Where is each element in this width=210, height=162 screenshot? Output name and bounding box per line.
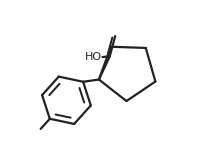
Text: HO: HO — [85, 52, 102, 62]
